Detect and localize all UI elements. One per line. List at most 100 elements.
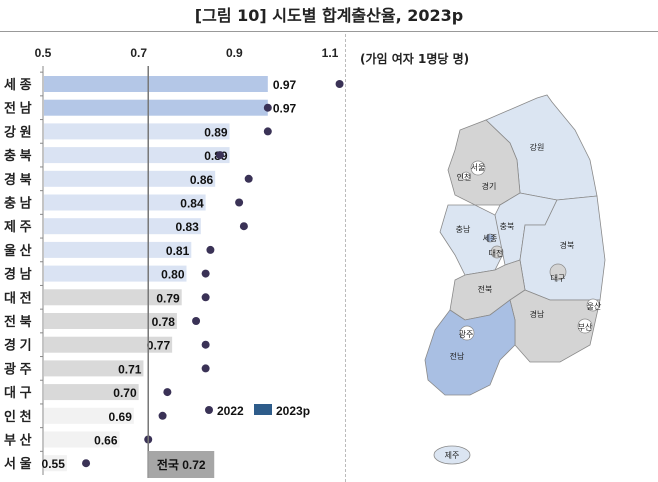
figure-title: [그림 10] 시도별 합계출산율, 2023p xyxy=(194,6,464,25)
bar-value-label: 0.78 xyxy=(152,315,176,329)
dot-2022 xyxy=(335,80,344,88)
dot-2022 xyxy=(163,388,172,397)
map-label: 대구 xyxy=(551,274,566,283)
category-label: 광 주 xyxy=(4,361,32,376)
map-label: 세종 xyxy=(483,234,498,243)
bar-2023p xyxy=(44,384,139,401)
map-label: 전북 xyxy=(478,284,493,294)
dot-2022 xyxy=(201,364,210,373)
bar-value-label: 0.79 xyxy=(156,291,180,305)
bar-2023p xyxy=(44,455,67,472)
bar-value-label: 0.69 xyxy=(109,410,133,424)
map-label: 인천 xyxy=(457,172,472,182)
dot-2022 xyxy=(158,411,167,420)
map-label: 경북 xyxy=(560,240,575,250)
dot-2022 xyxy=(201,293,210,302)
bar-chart: 0.5 0.7 0.9 1.1 세 종 0.97 전 남 0.97 강 원 0.89 충 북 0.89… xyxy=(4,46,344,478)
bar-value-label: 0.80 xyxy=(161,268,185,282)
map-label: 충북 xyxy=(500,222,515,231)
bar-2023p xyxy=(44,407,134,424)
legend-label-2022: 2022 xyxy=(217,404,244,418)
bar-2023p xyxy=(44,76,268,92)
dot-2022 xyxy=(201,340,210,349)
bar-value-label: 0.97 xyxy=(273,78,297,92)
bar-value-label: 0.55 xyxy=(42,457,66,471)
bar-value-label: 0.66 xyxy=(94,434,118,448)
category-label: 세 종 xyxy=(4,77,32,92)
x-tick-label: 0.9 xyxy=(226,46,243,60)
bar-2023p xyxy=(44,241,192,258)
bar-2023p xyxy=(44,170,216,187)
city-area xyxy=(485,233,495,243)
city-area xyxy=(577,318,593,334)
map-region xyxy=(424,299,516,396)
dot-2022 xyxy=(215,151,224,160)
x-tick-label: 0.7 xyxy=(130,46,147,60)
bar-2023p xyxy=(44,289,182,306)
bar-2023p xyxy=(44,336,173,353)
map-unit-label: (가임 여자 1명당 명) xyxy=(360,52,470,66)
map-label: 충남 xyxy=(456,225,471,234)
bar-2023p xyxy=(44,313,177,329)
category-label: 충 북 xyxy=(4,148,32,163)
bar-value-label: 0.77 xyxy=(147,339,171,353)
category-label: 경 남 xyxy=(4,267,32,282)
national-average-label: 전국 0.72 xyxy=(157,457,206,472)
map-label: 경남 xyxy=(530,309,545,319)
city-area xyxy=(470,160,486,176)
category-label: 대 전 xyxy=(4,290,32,305)
bar-2023p xyxy=(44,99,268,116)
bar-2023p xyxy=(44,265,187,282)
bar-2023p xyxy=(44,218,201,235)
map-label: 제주 xyxy=(445,451,460,460)
bar-2023p xyxy=(44,194,206,211)
x-tick-label: 0.5 xyxy=(35,46,52,60)
bar-2023p xyxy=(44,123,230,140)
legend-swatch-2023p xyxy=(254,404,272,415)
bar-value-label: 0.70 xyxy=(113,386,137,400)
category-label: 대 구 xyxy=(4,385,32,400)
dot-2022 xyxy=(263,103,272,112)
dot-2022 xyxy=(192,317,201,325)
category-label: 경 북 xyxy=(4,172,32,187)
category-label: 경 기 xyxy=(4,338,32,353)
bar-2023p xyxy=(44,431,120,448)
dot-2022 xyxy=(206,245,215,254)
divider xyxy=(0,31,658,32)
x-tick-label: 1.1 xyxy=(322,46,339,60)
bar-value-label: 0.84 xyxy=(180,197,204,211)
map-label: 서울 xyxy=(471,163,486,172)
bar-2023p xyxy=(44,147,230,164)
bar-value-label: 0.89 xyxy=(204,149,228,163)
dot-2022 xyxy=(263,127,272,136)
map-label: 울산 xyxy=(587,301,602,311)
city-area xyxy=(461,171,471,181)
map-label: 경기 xyxy=(482,181,497,191)
category-label: 전 남 xyxy=(4,101,32,116)
category-label: 충 남 xyxy=(4,196,32,211)
map-label: 부산 xyxy=(578,322,593,332)
category-label: 전 북 xyxy=(4,314,32,329)
bar-value-label: 0.97 xyxy=(273,102,297,116)
dot-2022 xyxy=(82,459,91,468)
category-label: 제 주 xyxy=(4,219,32,234)
bar-value-label: 0.71 xyxy=(118,362,142,376)
bar-value-label: 0.81 xyxy=(166,244,190,258)
city-area xyxy=(459,325,475,341)
panel-separator xyxy=(345,34,346,482)
map-label: 광주 xyxy=(459,329,474,339)
map-label: 강원 xyxy=(530,142,545,152)
bar-2023p xyxy=(44,360,144,377)
national-average-box xyxy=(148,451,215,478)
city-area xyxy=(490,245,504,259)
dot-2022 xyxy=(235,198,244,207)
city-area xyxy=(549,263,567,281)
category-label: 인 천 xyxy=(4,409,32,424)
legend-label-2023p: 2023p xyxy=(276,404,310,418)
map-label: 대전 xyxy=(489,248,504,258)
category-label: 서 울 xyxy=(4,456,32,471)
bar-value-label: 0.86 xyxy=(190,173,214,187)
bar-value-label: 0.83 xyxy=(175,220,199,234)
